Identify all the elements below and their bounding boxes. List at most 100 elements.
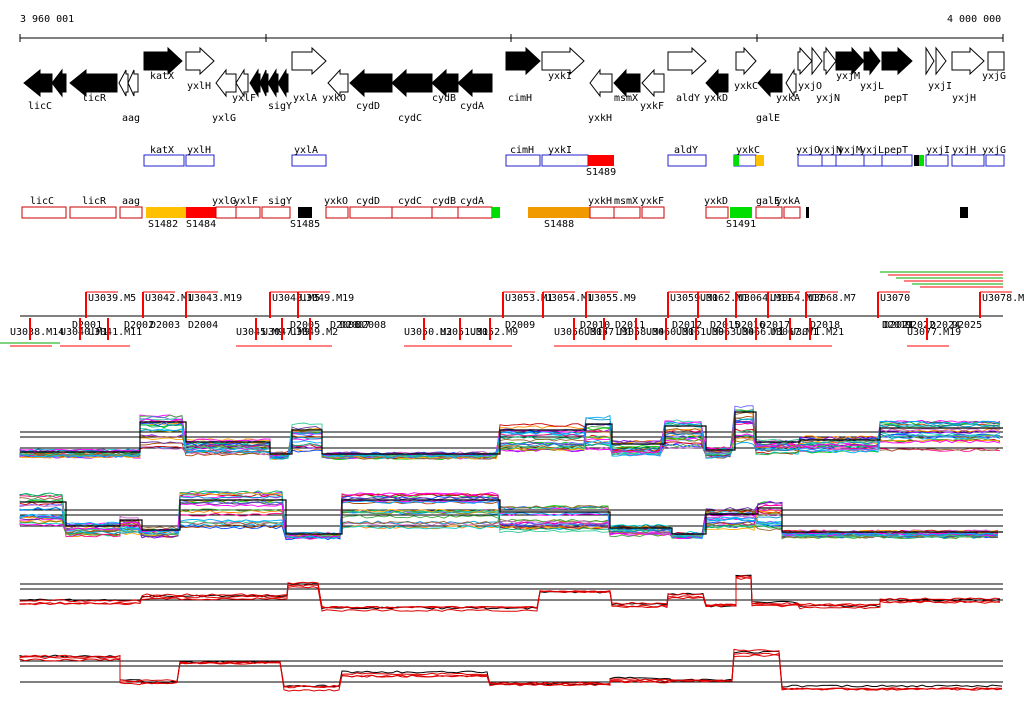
gene-yxjO[interactable]: yxjO [797, 46, 823, 92]
gene-yxjL[interactable]: yxjL [860, 46, 884, 92]
tu-label-lower[interactable]: U3040.M1 [60, 327, 108, 338]
gene-yxkH[interactable]: yxkH [588, 68, 613, 124]
tu-label[interactable]: U3055.M9 [588, 293, 636, 304]
gene-aag[interactable]: aag [118, 69, 140, 124]
gene-licR[interactable]: licR [69, 68, 118, 104]
minus-box-licR[interactable]: licR [69, 196, 117, 219]
tu-label-lower[interactable]: U3045.M9 [236, 327, 284, 338]
gene-yxlA[interactable]: yxlA [291, 46, 327, 104]
plus-box-yxjL[interactable]: yxjL [860, 145, 884, 167]
tu-label[interactable]: U3043.M19 [188, 293, 242, 304]
gene-yxjH[interactable]: yxjH [951, 46, 985, 104]
gene-yxlG[interactable]: yxlG [212, 68, 249, 124]
gene-cydA[interactable]: cydA [457, 68, 493, 112]
d-label[interactable]: D2001 [72, 320, 102, 331]
plus-box-yxlA[interactable]: yxlA [291, 145, 327, 167]
d-label[interactable]: D2003 [150, 320, 180, 331]
tu-label[interactable]: U3078.M [982, 293, 1024, 304]
minus-box-yxkD[interactable]: yxkD [704, 196, 729, 219]
segment-S1482[interactable] [146, 207, 186, 218]
tu-label-lower[interactable]: U3067.M1 [770, 327, 818, 338]
d-label[interactable]: D2011 [615, 320, 645, 331]
d-label[interactable]: D2010 [580, 320, 610, 331]
minus-box-cydB[interactable]: cydB [431, 196, 459, 219]
d-label[interactable]: D2025 [952, 320, 982, 331]
minus-box-yxkF[interactable]: yxkF [640, 196, 665, 219]
gene-yxkA[interactable]: yxkA [776, 68, 800, 104]
gene-cydB[interactable]: cydB [431, 68, 459, 104]
minus-box-yxlG[interactable]: yxlG [212, 196, 237, 219]
tu-label-lower[interactable]: U3077.M19 [907, 327, 961, 338]
tu-label-lower[interactable]: U3056.M17 [554, 327, 608, 338]
minus-box-galE[interactable]: galE [755, 196, 783, 219]
tu-label[interactable]: U3048.M5 [272, 293, 320, 304]
d-label[interactable]: D2019 [882, 320, 912, 331]
segment-S1488[interactable] [528, 207, 590, 218]
gene-sigY[interactable]: sigY [267, 68, 292, 112]
plus-box-cimH[interactable]: cimH [505, 145, 541, 167]
d-label[interactable]: D2022 [905, 320, 935, 331]
gene-cimH[interactable]: cimH [505, 46, 541, 104]
tu-label-lower[interactable]: U3052.M9 [470, 327, 518, 338]
gene-yxlH[interactable]: yxlH [185, 46, 215, 92]
tu-label[interactable]: U3039.M5 [88, 293, 136, 304]
minus-box-yxkA[interactable]: yxkA [776, 196, 801, 219]
tu-label-lower[interactable]: U3057.M1 [584, 327, 632, 338]
plus-box-aldY[interactable]: aldY [667, 145, 707, 167]
d-label[interactable]: D2024 [930, 320, 960, 331]
segment-S1485[interactable] [298, 207, 312, 218]
tu-label[interactable]: U3059.M1 [670, 293, 718, 304]
tu-label-lower[interactable]: U3061.M9 [676, 327, 724, 338]
segment-S1491[interactable] [730, 207, 752, 218]
plus-box-yxjH[interactable]: yxjH [951, 145, 985, 167]
minus-box-msmX[interactable]: msmX [613, 196, 641, 219]
gene-yxkD[interactable]: yxkD [704, 68, 729, 104]
tu-label-lower[interactable]: U3038.M14 [10, 327, 64, 338]
d-label[interactable]: D2009 [505, 320, 535, 331]
minus-box-cydA[interactable]: cydA [457, 196, 500, 219]
gene-pepT[interactable]: pepT [881, 46, 913, 104]
d-label[interactable]: D2017 [760, 320, 790, 331]
d-label[interactable]: D2021 [884, 320, 914, 331]
tu-label-lower[interactable]: U3049.M2 [290, 327, 338, 338]
tu-label[interactable]: U3062.M1 [700, 293, 748, 304]
tu-label[interactable]: U3054.M1 [545, 293, 593, 304]
minus-box-aag[interactable]: aag [119, 196, 143, 219]
gene-licC[interactable]: licC [23, 68, 67, 112]
gene-yxkC[interactable]: yxkC [734, 46, 758, 92]
plus-box-katX[interactable]: katX [143, 145, 185, 167]
d-label[interactable]: D2002 [124, 320, 154, 331]
tu-label[interactable]: U3042.M1 [145, 293, 193, 304]
tu-label-lower[interactable]: U3063.M4 [706, 327, 754, 338]
gene-yxjM[interactable]: yxjM [835, 46, 865, 82]
d-label[interactable]: D2005 [290, 320, 320, 331]
tu-label[interactable]: U3064.M17 [770, 293, 824, 304]
plus-box-pepT[interactable]: pepT [881, 145, 924, 167]
d-label[interactable]: D2008 [356, 320, 386, 331]
gene-katX[interactable]: katX [143, 46, 183, 82]
d-label[interactable]: D2012 [672, 320, 702, 331]
minus-box-yxkH[interactable]: yxkH [588, 196, 615, 219]
plus-box-yxkI[interactable]: yxkI [541, 145, 589, 167]
gene-yxkF[interactable]: yxkF [640, 68, 665, 112]
tu-label-lower[interactable]: U3051.M1 [440, 327, 488, 338]
gene-yxlF[interactable]: yxlF [232, 68, 269, 104]
tu-label-lower[interactable]: U3071.M21 [790, 327, 844, 338]
plus-box-yxjI[interactable]: yxjI [925, 145, 950, 167]
tu-label[interactable]: U3064.M11 [738, 293, 792, 304]
gene-yxjI[interactable]: yxjI [925, 46, 952, 92]
d-label[interactable]: D2016 [735, 320, 765, 331]
tu-label-lower[interactable]: U3047.M9 [262, 327, 310, 338]
d-label[interactable]: D2006 [330, 320, 360, 331]
minus-box-yxkO[interactable]: yxkO [324, 196, 349, 219]
d-label[interactable]: D2004 [188, 320, 218, 331]
tu-label-lower[interactable]: U3066.M1 [736, 327, 784, 338]
tu-label[interactable]: U3053.M1 [505, 293, 553, 304]
plus-box-yxlH[interactable]: yxlH [185, 145, 215, 167]
gene-yxjG[interactable]: yxjG [982, 51, 1006, 82]
tu-label-lower[interactable]: U3041.M11 [88, 327, 142, 338]
gene-cydD[interactable]: cydD [349, 68, 393, 112]
plus-box-yxkC[interactable]: yxkC [733, 145, 764, 167]
gene-yxkO[interactable]: yxkO [322, 68, 349, 104]
minus-box-licC[interactable]: licC [21, 196, 67, 219]
